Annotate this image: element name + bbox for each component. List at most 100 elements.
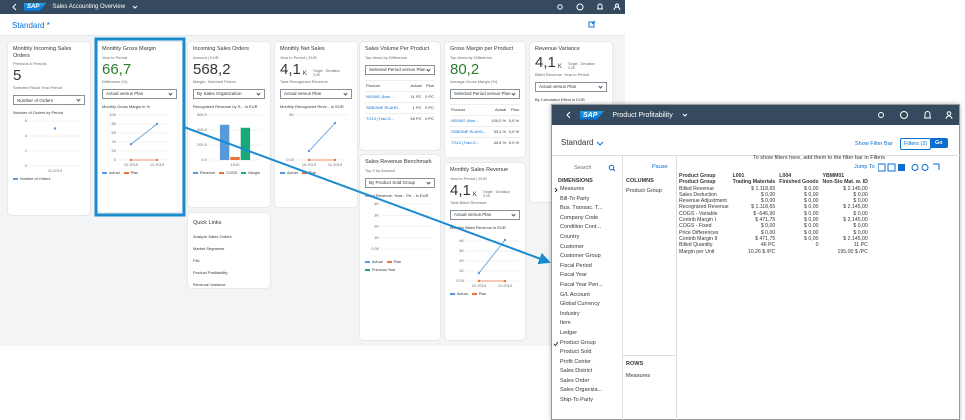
table-row[interactable]: TG13 (Trad.G... 46 PC 0 PC xyxy=(365,112,435,124)
kpi-value: 4,1 xyxy=(280,60,301,78)
dimension-item[interactable]: Sales Order xyxy=(560,377,590,384)
dimension-item[interactable]: Industry xyxy=(560,310,580,317)
y-tick-label: 1K xyxy=(374,234,379,239)
cell: COGS - Fixed xyxy=(679,223,712,230)
show-filter-bar[interactable]: Show Filter Bar xyxy=(855,141,893,147)
dimension-item[interactable]: Condition Cont... xyxy=(560,224,601,231)
x-tick-label: 11.2019 xyxy=(498,283,513,288)
cell: $ 1.118,65 xyxy=(751,204,776,211)
logo[interactable]: SAP xyxy=(24,3,47,11)
point xyxy=(477,271,481,274)
separator xyxy=(552,155,961,156)
back-icon[interactable] xyxy=(12,3,18,11)
quick-link[interactable]: Market Segments xyxy=(193,245,225,251)
table: Product Actual Plan NS0002 (Non... 100,0 % 0,… xyxy=(450,103,520,148)
chevron[interactable] xyxy=(596,139,604,147)
dimension-item[interactable]: Fiscal Year Peri... xyxy=(560,281,603,288)
dimension-item[interactable]: Ship-To Party xyxy=(560,397,594,404)
x-tick-label: 1010 xyxy=(231,162,241,167)
card-title: Monthly Gross Margin xyxy=(102,46,156,52)
table-row: COGS - Variable $ -646,90 $ 0,00 $ 0,00 xyxy=(677,211,870,217)
search-icon[interactable] xyxy=(608,164,616,172)
dimension-item[interactable]: Customer xyxy=(560,243,584,250)
point xyxy=(333,158,337,161)
dimension-item[interactable]: G/L Account xyxy=(560,291,590,298)
jump-to[interactable]: Jump To xyxy=(854,164,875,170)
logo[interactable]: SAP xyxy=(580,110,605,120)
kpi-label: Total Recognized Revenue xyxy=(280,78,328,84)
card[interactable]: Sales Revenue Benchmark Top 3 by Amount By… xyxy=(360,155,440,340)
app-title[interactable]: Product Profitability xyxy=(612,111,673,119)
table-row: Billed Revenue $ 1.118,65 $ 0,00 $ 2.145,00 xyxy=(677,186,870,192)
table-row[interactable]: SDBOME RLAHD... 1 PC 0 PC xyxy=(365,101,435,113)
header-cell: Finished Goods xyxy=(779,179,819,186)
dimension-item[interactable]: Item xyxy=(560,320,571,327)
quick-links-card[interactable]: Quick Links Analyze Sales Orders Market Se… xyxy=(188,213,270,288)
legend-item: Margin xyxy=(241,171,260,175)
dimension-item[interactable]: Sales Organiza... xyxy=(560,387,603,394)
shell-icons[interactable] xyxy=(869,110,959,120)
table-row[interactable]: NS0002 (Non ... 11 PC 0 PC xyxy=(365,90,435,102)
select[interactable]: Selected Period versus Plan xyxy=(365,64,435,75)
search-field[interactable]: Search xyxy=(574,165,592,171)
app-title[interactable]: Sales Accounting Overview xyxy=(52,4,126,10)
share-icon[interactable] xyxy=(588,20,596,28)
card[interactable]: Sales Volume Per Product Top Items by Dif… xyxy=(360,42,440,150)
dimension-item[interactable]: Company Code xyxy=(560,214,599,221)
pause-button[interactable]: Pause xyxy=(652,164,668,170)
go-button[interactable]: Go xyxy=(930,138,948,148)
y-tick-label: 2 xyxy=(25,148,28,153)
dimension-item[interactable]: Ledger xyxy=(560,329,578,336)
card[interactable]: Monthly Sales Revenue Year to Period | EU… xyxy=(445,163,525,340)
select[interactable]: By Product Sold Group xyxy=(365,177,435,188)
select[interactable]: Number of Orders xyxy=(13,95,85,105)
dimension-item[interactable]: Fiscal Year xyxy=(560,272,587,279)
dimension-item[interactable]: Country xyxy=(560,233,580,240)
cell: $ 0,00 xyxy=(853,191,868,198)
card[interactable]: Incoming Sales Orders Amount | EUR 568,2 Ma… xyxy=(188,42,270,207)
dimension-item[interactable]: Product Sold xyxy=(560,349,592,356)
quick-link[interactable]: Analyze Sales Orders xyxy=(193,233,232,239)
quick-link[interactable]: P&L xyxy=(193,257,201,263)
back-icon[interactable] xyxy=(566,111,572,119)
select[interactable]: By Sales Organization xyxy=(193,88,265,99)
table-row[interactable]: NS0002 (Non... 100,0 % 0,0 % xyxy=(450,114,520,126)
table-row[interactable]: TG13 (Trad.G... 40,8 % 0,0 % xyxy=(450,136,520,148)
icon xyxy=(553,341,559,346)
card[interactable]: Monthly Net Sales Year to Period | EUR 4,1… xyxy=(275,42,357,207)
dimension-item[interactable]: Bill-To Party xyxy=(560,195,590,202)
select[interactable]: Actual versus Plan xyxy=(280,88,352,99)
y-tick-label: 0 xyxy=(114,157,117,162)
shell-icons[interactable] xyxy=(545,2,625,12)
quick-link[interactable]: Revenue Variance xyxy=(193,281,226,287)
dimension-item[interactable]: Global Currency xyxy=(560,301,600,308)
dimension-item[interactable]: Product Group xyxy=(552,339,622,349)
point xyxy=(155,158,159,161)
row-item[interactable]: Measures xyxy=(626,373,651,379)
chart-title: Monthly Gross Margin in % xyxy=(102,103,151,109)
dimension-item[interactable]: Measures xyxy=(552,185,622,195)
variant[interactable]: Standard xyxy=(561,138,594,147)
toolbar-icons[interactable] xyxy=(878,163,958,172)
variant[interactable]: Standard * xyxy=(12,21,50,30)
dimension-item[interactable]: Fiscal Period xyxy=(560,262,592,269)
select[interactable]: Actual versus Plan xyxy=(450,209,520,220)
dimension-item[interactable]: Bus. Transac. T... xyxy=(560,205,603,212)
card[interactable]: Monthly Gross Margin Year to Period 66,7 Di… xyxy=(97,42,182,212)
select[interactable]: Actual versus Plan xyxy=(535,81,607,92)
filters-button[interactable]: Filters (2) xyxy=(900,138,932,150)
quick-link[interactable]: Product Profitability xyxy=(193,269,228,275)
card[interactable]: Monthly Incoming Sales Orders Previous 6 … xyxy=(8,42,90,215)
kpi-unit: K xyxy=(557,63,562,70)
select[interactable]: Selected Period versus Plan xyxy=(450,88,520,99)
card[interactable]: Gross Margin per Product Top Items by Dif… xyxy=(445,42,525,157)
dimension-item[interactable]: Customer Group xyxy=(560,253,601,260)
y-tick-label: 100 xyxy=(109,112,116,117)
dimension-item[interactable]: Profit Center xyxy=(560,358,591,365)
dimension-item[interactable]: Sales District xyxy=(560,368,593,375)
column-item[interactable]: Product Group xyxy=(626,188,662,194)
table-row[interactable]: SDBOME RLAHD... 53,4 % 0,0 % xyxy=(450,125,520,137)
header-cell: Product Group xyxy=(679,173,716,179)
select[interactable]: Actual versus Plan xyxy=(102,88,177,99)
